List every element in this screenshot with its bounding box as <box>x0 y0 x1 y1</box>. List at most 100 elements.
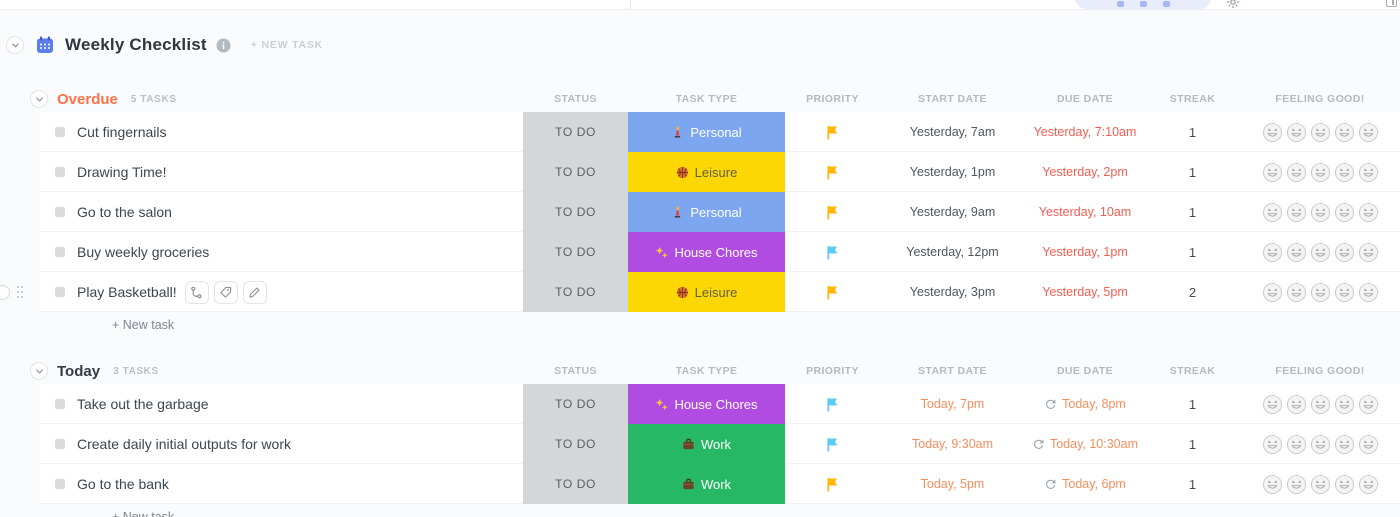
column-header-priority[interactable]: PRIORITY <box>806 93 859 105</box>
smiley-rating-icon[interactable] <box>1286 202 1307 223</box>
smiley-rating-icon[interactable] <box>1310 394 1331 415</box>
smiley-rating-icon[interactable] <box>1334 162 1355 183</box>
smiley-rating-icon[interactable] <box>1310 474 1331 495</box>
task-status-square-icon[interactable] <box>55 247 65 257</box>
priority-flag-icon[interactable] <box>785 464 880 504</box>
smiley-rating-icon[interactable] <box>1334 202 1355 223</box>
feeling-rating[interactable] <box>1240 232 1400 272</box>
smiley-rating-icon[interactable] <box>1310 122 1331 143</box>
task-status-square-icon[interactable] <box>55 167 65 177</box>
status-cell[interactable]: TO DO <box>523 232 628 272</box>
feeling-rating[interactable] <box>1240 272 1400 312</box>
column-header-task-type[interactable]: TASK TYPE <box>675 365 738 377</box>
task-row[interactable]: Take out the garbage TO DO House Chores … <box>40 384 1400 424</box>
smiley-rating-icon[interactable] <box>1358 282 1379 303</box>
priority-flag-icon[interactable] <box>785 384 880 424</box>
start-date[interactable]: Yesterday, 9am <box>909 205 996 219</box>
column-header-due-date[interactable]: DUE DATE <box>1056 365 1114 377</box>
edit-task-button[interactable] <box>242 280 267 304</box>
smiley-rating-icon[interactable] <box>1262 282 1283 303</box>
smiley-rating-icon[interactable] <box>1310 242 1331 263</box>
task-type-badge[interactable]: Work <box>628 464 785 504</box>
due-date[interactable]: Yesterday, 1pm <box>1025 232 1145 272</box>
smiley-rating-icon[interactable] <box>1262 394 1283 415</box>
smiley-rating-icon[interactable] <box>1262 242 1283 263</box>
smiley-rating-icon[interactable] <box>1358 122 1379 143</box>
smiley-rating-icon[interactable] <box>1334 242 1355 263</box>
task-name[interactable]: Go to the salon <box>77 204 172 220</box>
task-name[interactable]: Create daily initial outputs for work <box>77 436 291 452</box>
task-status-square-icon[interactable] <box>55 439 65 449</box>
task-row[interactable]: Drawing Time! TO DO Leisure Yesterday, 1… <box>40 152 1400 192</box>
smiley-rating-icon[interactable] <box>1310 434 1331 455</box>
smiley-rating-icon[interactable] <box>1286 394 1307 415</box>
smiley-rating-icon[interactable] <box>1334 394 1355 415</box>
task-type-badge[interactable]: House Chores <box>628 384 785 424</box>
smiley-rating-icon[interactable] <box>1262 474 1283 495</box>
start-date[interactable]: Today, 7pm <box>920 397 985 411</box>
task-status-square-icon[interactable] <box>55 207 65 217</box>
status-cell[interactable]: TO DO <box>523 424 628 464</box>
start-date[interactable]: Yesterday, 7am <box>909 125 996 139</box>
smiley-rating-icon[interactable] <box>1286 434 1307 455</box>
smiley-rating-icon[interactable] <box>1334 474 1355 495</box>
feeling-rating[interactable] <box>1240 464 1400 504</box>
column-header-status[interactable]: STATUS <box>554 93 597 105</box>
collapse-group-icon[interactable] <box>30 90 48 108</box>
task-status-square-icon[interactable] <box>55 287 65 297</box>
column-header-feeling-good[interactable]: FEELING GOOD! <box>1275 365 1365 377</box>
task-row[interactable]: Play Basketball! TO DO Leisure Yesterday… <box>0 272 1400 312</box>
settings-icon[interactable] <box>1226 0 1240 9</box>
column-header-start-date[interactable]: START DATE <box>918 365 987 377</box>
task-name[interactable]: Play Basketball! <box>77 284 177 300</box>
smiley-rating-icon[interactable] <box>1358 202 1379 223</box>
priority-flag-icon[interactable] <box>785 272 880 312</box>
task-name[interactable]: Drawing Time! <box>77 164 167 180</box>
collapse-list-icon[interactable] <box>6 36 24 54</box>
start-date[interactable]: Yesterday, 12pm <box>906 245 999 259</box>
feeling-rating[interactable] <box>1240 192 1400 232</box>
drag-handle[interactable] <box>0 272 40 312</box>
status-cell[interactable]: TO DO <box>523 464 628 504</box>
column-header-due-date[interactable]: DUE DATE <box>1056 93 1114 105</box>
add-task-button[interactable]: + New task <box>112 318 175 332</box>
task-row[interactable]: Buy weekly groceries TO DO House Chores … <box>40 232 1400 272</box>
priority-flag-icon[interactable] <box>785 152 880 192</box>
column-header-start-date[interactable]: START DATE <box>918 93 987 105</box>
task-type-badge[interactable]: Leisure <box>628 272 785 312</box>
drag-dots-icon[interactable] <box>16 285 24 299</box>
new-task-button[interactable]: + NEW TASK <box>250 39 324 51</box>
toolbar-pill[interactable] <box>1075 0 1211 9</box>
task-type-badge[interactable]: Personal <box>628 112 785 152</box>
status-cell[interactable]: TO DO <box>523 112 628 152</box>
collapse-group-icon[interactable] <box>30 362 48 380</box>
add-task-button[interactable]: + New task <box>112 510 175 517</box>
due-date[interactable]: Today, 6pm <box>1025 464 1145 504</box>
due-date[interactable]: Yesterday, 7:10am <box>1025 112 1145 152</box>
feeling-rating[interactable] <box>1240 112 1400 152</box>
smiley-rating-icon[interactable] <box>1334 122 1355 143</box>
smiley-rating-icon[interactable] <box>1286 282 1307 303</box>
smiley-rating-icon[interactable] <box>1358 394 1379 415</box>
start-date[interactable]: Yesterday, 3pm <box>909 285 996 299</box>
start-date[interactable]: Today, 5pm <box>920 477 985 491</box>
due-date[interactable]: Today, 10:30am <box>1025 424 1145 464</box>
task-row[interactable]: Create daily initial outputs for work TO… <box>40 424 1400 464</box>
smiley-rating-icon[interactable] <box>1262 202 1283 223</box>
info-icon[interactable] <box>216 37 231 53</box>
smiley-rating-icon[interactable] <box>1286 474 1307 495</box>
status-cell[interactable]: TO DO <box>523 192 628 232</box>
smiley-rating-icon[interactable] <box>1286 242 1307 263</box>
smiley-rating-icon[interactable] <box>1358 162 1379 183</box>
task-complete-circle[interactable] <box>0 284 10 300</box>
smiley-rating-icon[interactable] <box>1310 202 1331 223</box>
due-date[interactable]: Yesterday, 5pm <box>1025 272 1145 312</box>
add-tag-button[interactable] <box>213 280 238 304</box>
priority-flag-icon[interactable] <box>785 192 880 232</box>
start-date[interactable]: Yesterday, 1pm <box>909 165 996 179</box>
group-name[interactable]: Overdue <box>57 90 118 108</box>
smiley-rating-icon[interactable] <box>1286 122 1307 143</box>
group-name[interactable]: Today <box>57 362 101 380</box>
priority-flag-icon[interactable] <box>785 232 880 272</box>
smiley-rating-icon[interactable] <box>1262 434 1283 455</box>
